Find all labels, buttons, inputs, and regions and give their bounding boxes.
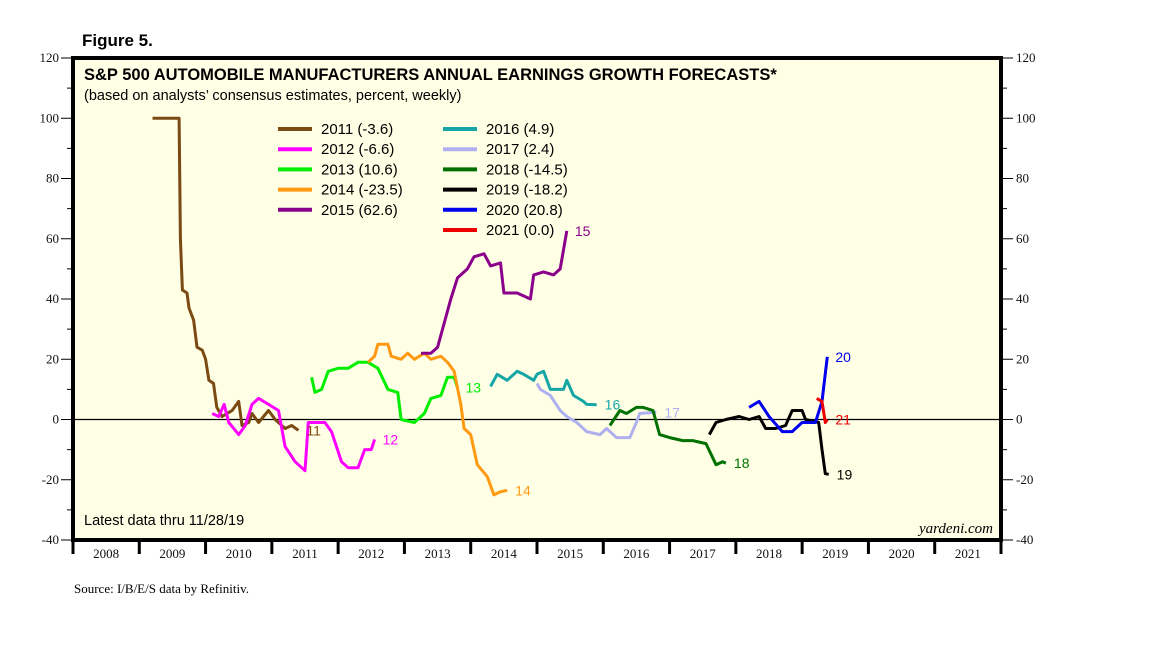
y-tick-label-right: 20 [1016, 351, 1029, 366]
x-tick-label: 2013 [425, 546, 451, 561]
y-tick-label-left: 60 [46, 231, 59, 246]
series-line-19 [707, 409, 829, 476]
series-line-20 [748, 356, 829, 434]
series-end-label-12: 12 [383, 431, 399, 447]
y-tick-label-left: 80 [46, 171, 59, 186]
series-end-label-18: 18 [734, 455, 750, 471]
x-tick-label: 2021 [955, 546, 981, 561]
legend-label-20: 2020 (20.8) [486, 202, 563, 219]
y-tick-label-left: 100 [40, 110, 60, 125]
series-line-14 [366, 342, 508, 497]
source-note: Source: I/B/E/S data by Refinitiv. [74, 581, 249, 596]
series-end-label-11: 11 [306, 422, 321, 438]
brand-watermark: yardeni.com [917, 521, 993, 537]
y-tick-label-right: -40 [1016, 532, 1033, 547]
y-tick-label-left: 120 [40, 50, 60, 65]
y-tick-label-right: 80 [1016, 171, 1029, 186]
y-tick-label-left: -40 [42, 532, 59, 547]
series-end-label-20: 20 [835, 349, 851, 365]
series-layer [152, 116, 829, 497]
series-line-21 [815, 397, 829, 424]
end-labels: 11 12 13 14 15 16 17 18 19 20 21 [306, 223, 852, 498]
x-tick-label: 2009 [159, 546, 185, 561]
x-axis: 2008 2009 2010 2011 2012 2013 2014 2015 2016 2017… [71, 540, 1003, 561]
legend-label-13: 2013 (10.6) [321, 161, 398, 178]
chart-subtitle: (based on analysts’ consensus estimates,… [84, 88, 461, 104]
x-tick-label: 2010 [226, 546, 252, 561]
y-tick-label-right: -20 [1016, 472, 1033, 487]
latest-data-note: Latest data thru 11/28/19 [84, 513, 244, 529]
series-line-15 [421, 230, 569, 355]
x-tick-label: 2019 [822, 546, 848, 561]
legend-label-17: 2017 (2.4) [486, 141, 554, 158]
legend-label-12: 2012 (-6.6) [321, 141, 394, 158]
figure-label: Figure 5. [82, 31, 153, 50]
plot-border [71, 56, 1003, 542]
series-line-16 [489, 369, 597, 407]
chart-title: S&P 500 AUTOMOBILE MANUFACTURERS ANNUAL … [84, 66, 777, 84]
y-tick-label-right: 120 [1016, 50, 1036, 65]
x-tick-label: 2018 [756, 546, 782, 561]
x-tick-label: 2020 [889, 546, 915, 561]
y-tick-label-right: 40 [1016, 291, 1029, 306]
legend-label-19: 2019 (-18.2) [486, 182, 568, 199]
legend-label-11: 2011 (-3.6) [321, 121, 393, 138]
legend-label-16: 2016 (4.9) [486, 121, 554, 138]
series-line-17 [535, 382, 657, 440]
y-tick-label-left: 0 [53, 412, 60, 427]
series-end-label-19: 19 [837, 466, 853, 482]
y-tick-label-left: 20 [46, 351, 59, 366]
x-tick-label: 2011 [292, 546, 318, 561]
series-end-label-13: 13 [465, 380, 481, 396]
series-end-label-21: 21 [835, 412, 851, 428]
x-tick-label: 2015 [557, 546, 583, 561]
legend: 2011 (-3.6) 2012 (-6.6) 2013 (10.6) 2014 (-… [278, 121, 568, 239]
legend-label-15: 2015 (62.6) [321, 202, 398, 219]
plot-background [73, 58, 1001, 540]
legend-label-18: 2018 (-14.5) [486, 161, 568, 178]
series-end-label-17: 17 [664, 404, 680, 420]
y-tick-label-right: 100 [1016, 110, 1036, 125]
series-line-11 [152, 116, 300, 432]
x-tick-label: 2014 [491, 546, 518, 561]
series-end-label-14: 14 [515, 482, 531, 498]
x-tick-label: 2012 [358, 546, 384, 561]
series-line-18 [608, 405, 727, 467]
legend-label-21: 2021 (0.0) [486, 222, 554, 239]
series-end-label-16: 16 [605, 397, 621, 413]
x-tick-label: 2017 [690, 546, 717, 561]
series-line-13 [310, 360, 459, 424]
y-tick-label-right: 0 [1016, 412, 1023, 427]
y-tick-label-right: 60 [1016, 231, 1029, 246]
x-tick-label: 2016 [623, 546, 650, 561]
series-end-label-15: 15 [575, 223, 591, 239]
series-line-12 [211, 396, 377, 473]
x-tick-label: 2008 [93, 546, 119, 561]
y-tick-label-left: -20 [42, 472, 59, 487]
legend-label-14: 2014 (-23.5) [321, 182, 403, 199]
y-tick-label-left: 40 [46, 291, 59, 306]
